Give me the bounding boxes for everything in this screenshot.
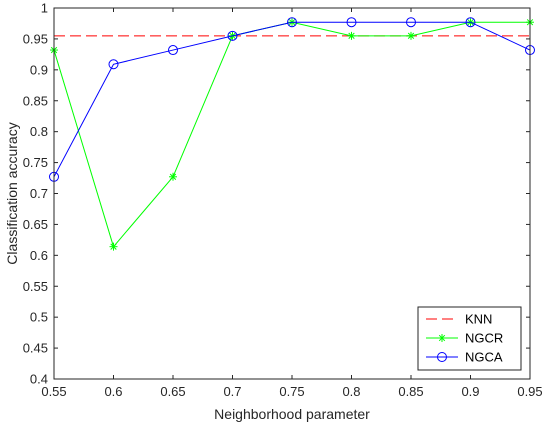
x-axis-title: Neighborhood parameter [214, 406, 370, 422]
y-tick-label: 1 [41, 1, 48, 16]
legend-marker-ngcr [438, 334, 446, 342]
y-tick-label: 0.8 [30, 124, 48, 139]
x-tick-label: 0.65 [160, 384, 185, 399]
y-tick-label: 0.85 [23, 93, 48, 108]
point-ngcr [347, 31, 356, 40]
y-tick-label: 0.4 [30, 372, 48, 387]
point-ngca [227, 30, 238, 41]
x-tick-label: 0.9 [461, 384, 479, 399]
y-tick-label: 0.6 [30, 248, 48, 263]
x-tick-label: 0.7 [223, 384, 241, 399]
y-tick-label: 0.95 [23, 31, 48, 46]
legend-label-knn: KNN [465, 312, 492, 327]
legend-label-ngcr: NGCR [465, 331, 503, 346]
y-tick-label: 0.7 [30, 186, 48, 201]
point-ngcr [169, 172, 177, 181]
point-ngcr [407, 31, 415, 40]
x-tick-label: 0.8 [342, 384, 360, 399]
y-tick-label: 0.45 [23, 341, 48, 356]
x-tick-label: 0.95 [517, 384, 542, 399]
y-tick-label: 0.9 [30, 62, 48, 77]
point-ngca [465, 17, 476, 28]
legend-marker-ngca [437, 352, 447, 362]
y-tick-label: 0.65 [23, 217, 48, 232]
point-ngca [406, 17, 416, 28]
y-tick-label: 0.55 [23, 279, 48, 294]
legend-label-ngca: NGCA [465, 350, 503, 365]
x-tick-label: 0.75 [279, 384, 304, 399]
y-axis-title: Classification accuracy [4, 122, 20, 264]
y-tick-label: 0.5 [30, 310, 48, 325]
point-ngca [287, 17, 297, 28]
point-ngcr [109, 242, 118, 251]
point-ngca [346, 17, 357, 28]
series-line-ngca [53, 21, 531, 178]
x-tick-label: 0.55 [41, 384, 66, 399]
point-ngca [108, 59, 119, 70]
x-tick-label: 0.85 [398, 384, 423, 399]
y-tick-label: 0.75 [23, 155, 48, 170]
x-tick-label: 0.6 [104, 384, 122, 399]
point-ngca [168, 45, 178, 56]
legend: KNN NGCR NGCA [417, 306, 522, 371]
